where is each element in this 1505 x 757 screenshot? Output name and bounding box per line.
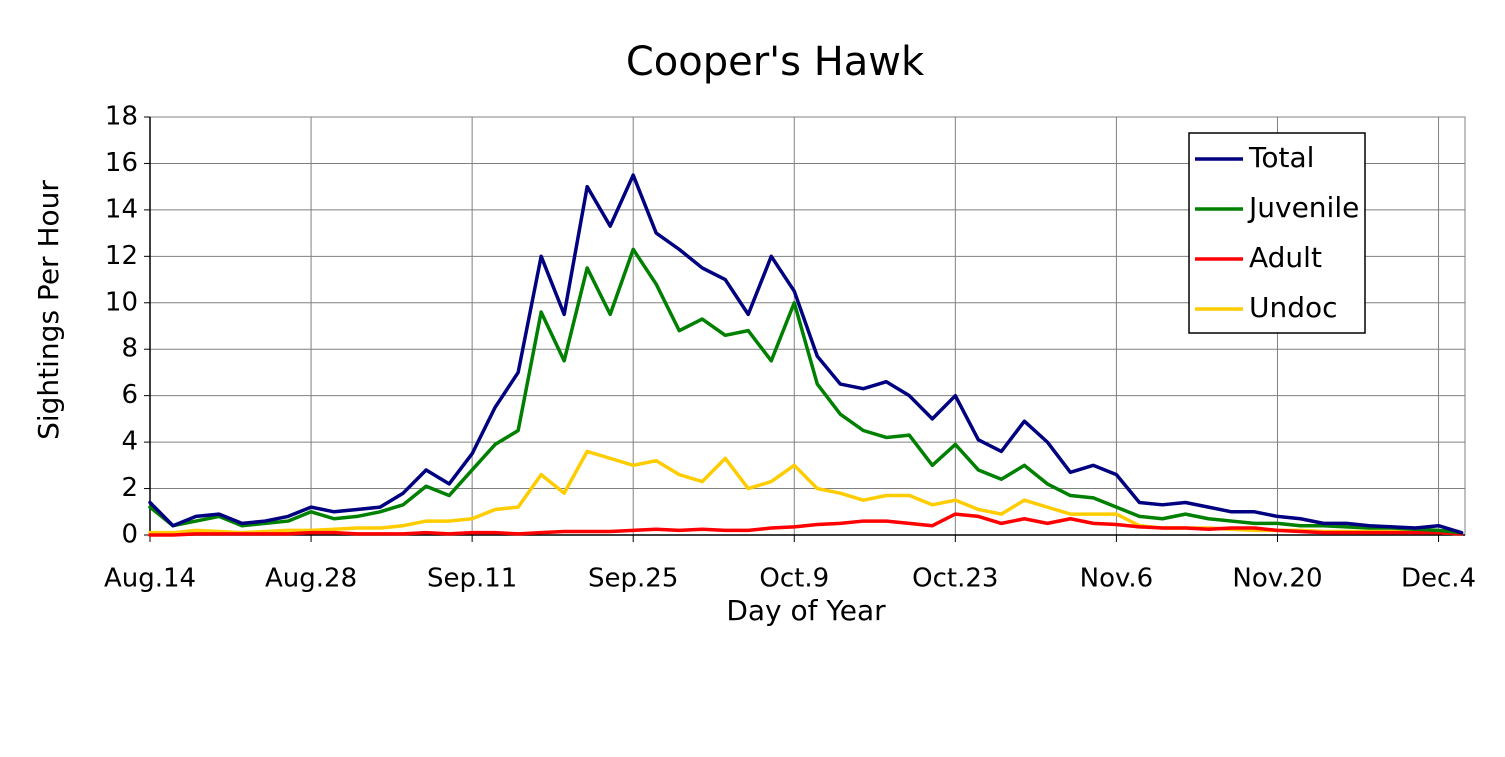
x-tick-label: Sep.11: [427, 564, 517, 594]
x-tick-label: Dec.4: [1401, 564, 1476, 594]
legend-label: Undoc: [1249, 291, 1338, 324]
legend-box: [1188, 132, 1366, 334]
y-tick-label: 18: [105, 102, 138, 132]
y-tick-label: 0: [121, 520, 138, 550]
x-tick-label: Aug.28: [265, 564, 357, 594]
x-tick-label: Oct.9: [759, 564, 829, 594]
x-tick-label: Aug.14: [104, 564, 196, 594]
x-tick-label: Oct.23: [912, 564, 998, 594]
series-line: [148, 512, 1464, 537]
x-axis-label: Day of Year: [726, 594, 886, 627]
y-tick-label: 12: [105, 241, 138, 271]
y-tick-label: 16: [105, 148, 138, 178]
legend-label: Juvenile: [1247, 191, 1359, 224]
x-tick-label: Nov.6: [1080, 564, 1154, 594]
series-line: [148, 247, 1464, 535]
legend-label: Adult: [1249, 241, 1322, 274]
y-tick-label: 14: [105, 194, 138, 224]
legend-label: Total: [1248, 141, 1314, 174]
chart-title: Cooper's Hawk: [626, 39, 925, 85]
y-tick-label: 6: [121, 380, 138, 410]
y-tick-label: 10: [105, 287, 138, 317]
x-tick-label: Sep.25: [588, 564, 678, 594]
y-axis-label: Sightings Per Hour: [32, 180, 65, 440]
y-tick-label: 4: [121, 427, 138, 457]
x-tick-label: Nov.20: [1232, 564, 1322, 594]
y-tick-label: 2: [121, 473, 138, 503]
series-line: [148, 173, 1464, 535]
y-tick-label: 8: [121, 334, 138, 364]
